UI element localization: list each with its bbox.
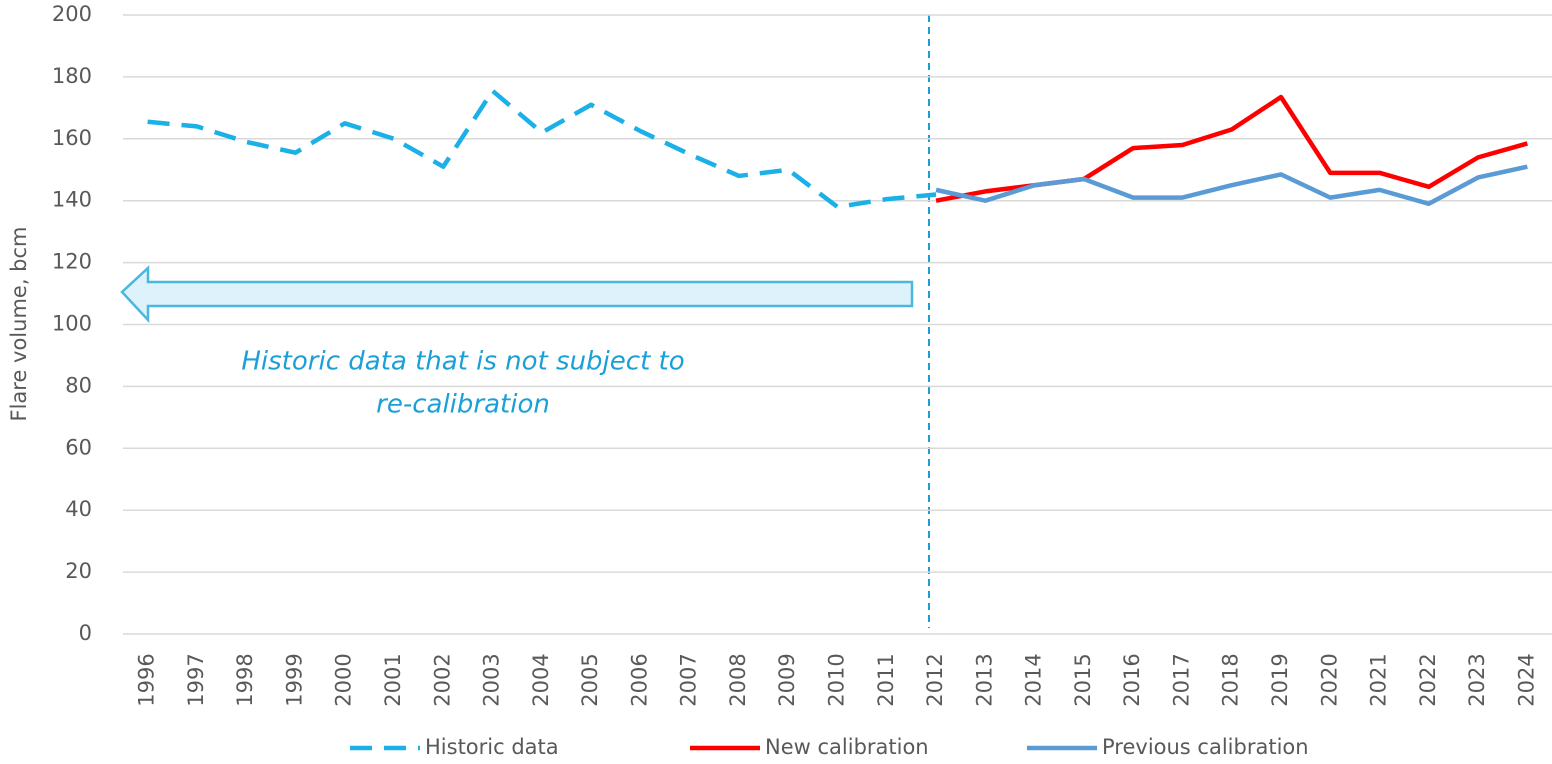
annotation: Historic data that is not subject to — [241, 347, 684, 377]
x-tick-label: 2007 — [677, 653, 701, 706]
series-line — [935, 164, 1528, 207]
legend-label: New calibration — [765, 735, 929, 759]
series-line — [147, 88, 937, 210]
y-tick-label: 20 — [65, 559, 92, 583]
x-tick-label: 2001 — [381, 653, 405, 706]
x-tick-label: 2023 — [1465, 653, 1489, 706]
x-tick-label: 1997 — [184, 653, 208, 706]
legend-item: Previous calibration — [1027, 735, 1309, 759]
y-tick-label: 120 — [52, 250, 92, 274]
y-tick-label: 160 — [52, 126, 92, 150]
x-tick-label: 2011 — [874, 653, 898, 706]
y-axis-label: Flare volume, bcm — [7, 226, 31, 421]
x-tick-label: 2022 — [1416, 653, 1440, 706]
x-tick-label: 2002 — [430, 653, 454, 706]
y-tick-label: 140 — [52, 188, 92, 212]
x-tick-label: 1998 — [233, 653, 257, 706]
y-tick-label: 60 — [65, 435, 92, 459]
y-tick-label: 180 — [52, 64, 92, 88]
x-tick-label: 2014 — [1022, 653, 1046, 706]
y-tick-label: 100 — [52, 312, 92, 336]
x-tick-label: 2021 — [1367, 653, 1391, 706]
y-tick-label: 40 — [65, 497, 92, 521]
legend-label: Previous calibration — [1102, 735, 1309, 759]
x-tick-label: 2024 — [1514, 653, 1538, 706]
x-tick-label: 2010 — [825, 653, 849, 706]
x-tick-label: 2004 — [529, 653, 553, 706]
legend-item: Historic data — [350, 735, 559, 759]
arrow — [120, 265, 914, 324]
x-tick-label: 1999 — [282, 653, 306, 706]
legend-item: New calibration — [690, 735, 929, 759]
x-tick-label: 2009 — [775, 653, 799, 706]
x-tick-label: 2006 — [627, 653, 651, 706]
x-tick-label: 2003 — [480, 653, 504, 706]
x-tick-label: 2019 — [1268, 653, 1292, 706]
annotation: re-calibration — [376, 390, 550, 420]
x-tick-label: 2018 — [1219, 653, 1243, 706]
x-tick-label: 2008 — [726, 653, 750, 706]
y-tick-label: 0 — [79, 621, 92, 645]
legend-label: Historic data — [425, 735, 559, 759]
x-tick-label: 1996 — [135, 653, 159, 706]
y-tick-label: 200 — [52, 2, 92, 26]
x-tick-label: 2012 — [923, 653, 947, 706]
x-tick-label: 2005 — [578, 653, 602, 706]
x-tick-label: 2016 — [1120, 653, 1144, 706]
x-tick-label: 2000 — [332, 653, 356, 706]
x-tick-label: 2015 — [1071, 653, 1095, 706]
y-tick-label: 80 — [65, 373, 92, 397]
x-tick-label: 2020 — [1317, 653, 1341, 706]
x-tick-label: 2017 — [1169, 653, 1193, 706]
x-tick-label: 2013 — [972, 653, 996, 706]
